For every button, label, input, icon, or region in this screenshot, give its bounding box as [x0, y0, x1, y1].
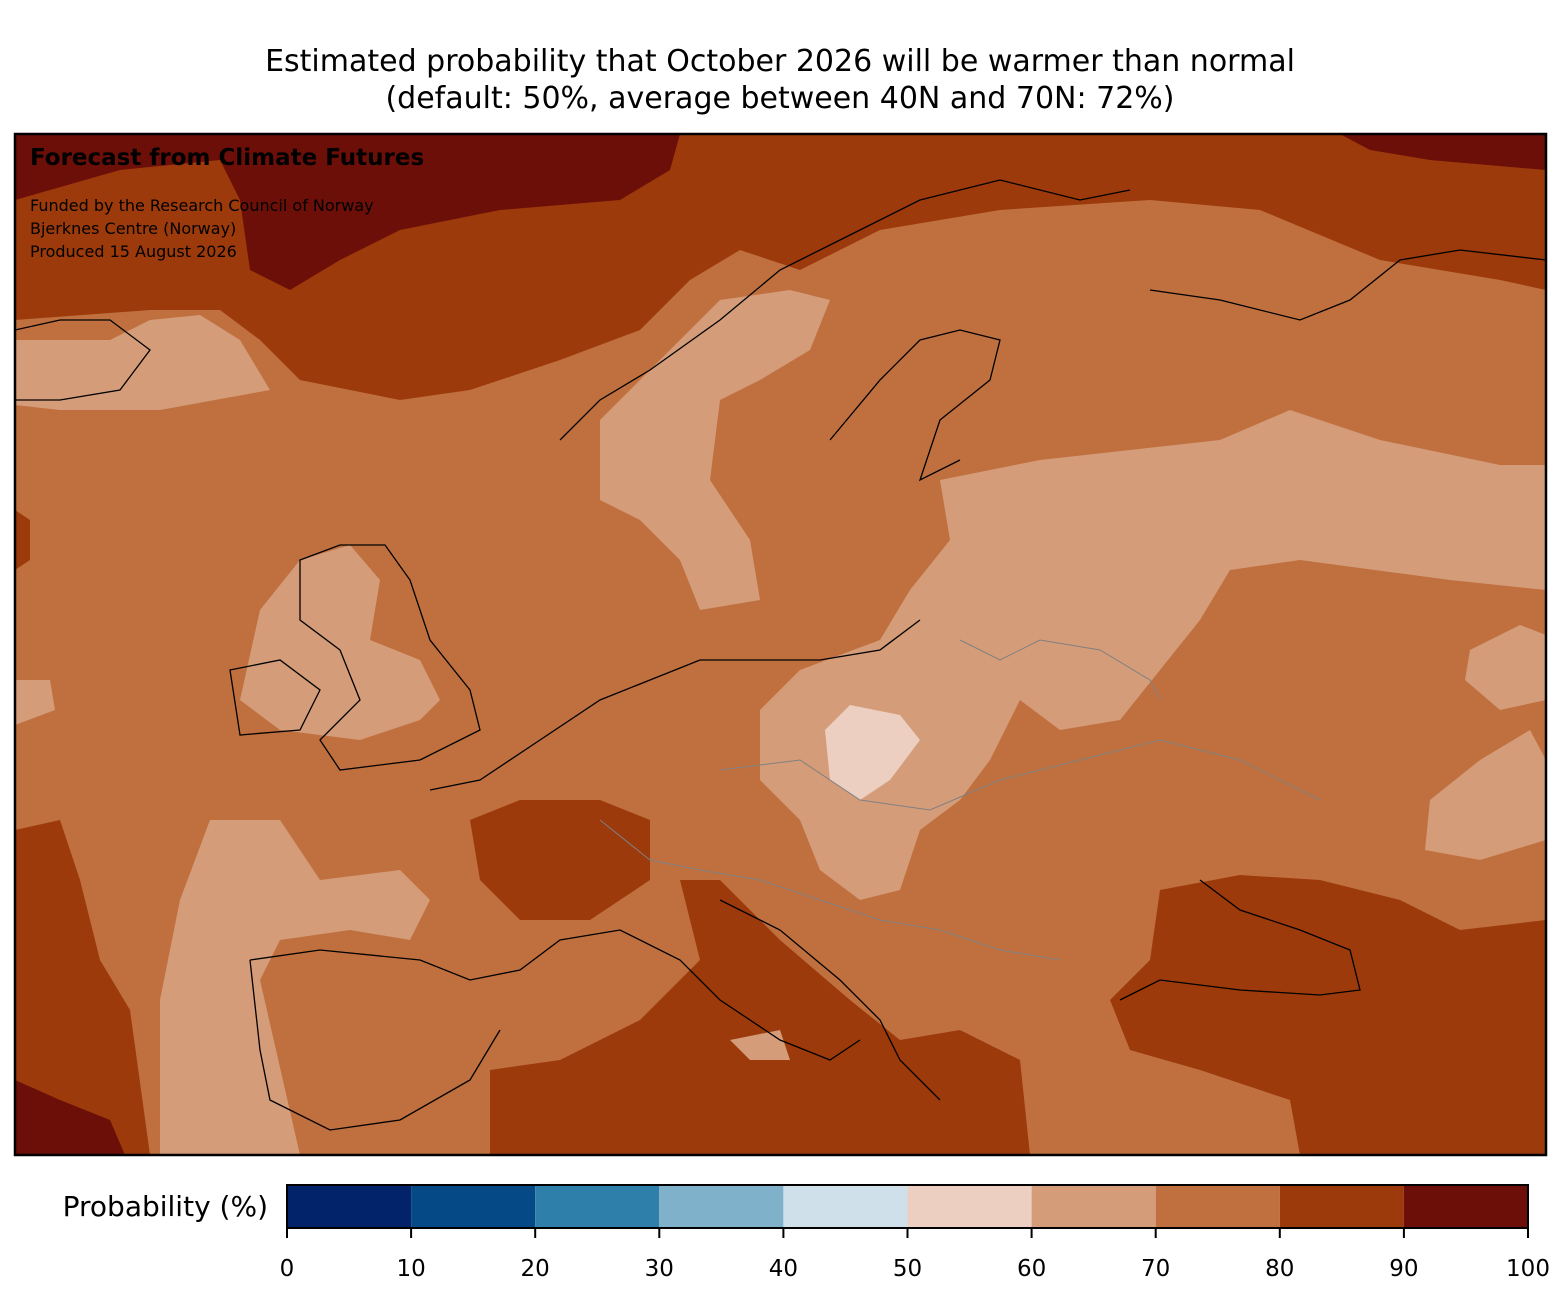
map-zone — [15, 315, 270, 410]
colorbar-tick-label: 100 — [1506, 1256, 1550, 1282]
colorbar-tick-label: 60 — [1017, 1256, 1046, 1282]
map-zone — [15, 1080, 125, 1155]
map-zone — [160, 820, 430, 1155]
map-zone — [1425, 730, 1546, 860]
map-zone — [240, 545, 440, 740]
map-zone — [1340, 134, 1546, 170]
map-zone — [730, 1030, 790, 1060]
coastline — [249, 959, 501, 1131]
map-zone — [1465, 625, 1546, 710]
colorbar-segment — [659, 1185, 784, 1228]
border — [959, 639, 1161, 701]
map-zone — [470, 800, 650, 920]
colorbar-tick-label: 80 — [1265, 1256, 1294, 1282]
colorbar-segment — [1279, 1185, 1404, 1228]
coastline — [719, 899, 941, 1101]
coastline — [429, 619, 921, 791]
colorbar-label: Probability (%) — [63, 1190, 268, 1223]
map-zone — [15, 680, 55, 725]
colorbar-tick-label: 0 — [280, 1256, 295, 1282]
map: Forecast from Climate Futures Funded by … — [13, 132, 1548, 1157]
colorbar-tick-label: 20 — [521, 1256, 550, 1282]
coastline — [1149, 249, 1546, 321]
colorbar-segment — [535, 1185, 660, 1228]
map-zone — [15, 134, 680, 290]
colorbar: Probability (%) 0 10 20 30 40 50 60 70 80 90 100 — [63, 1184, 1550, 1282]
map-zone — [825, 705, 920, 800]
colorbar-segment — [1155, 1185, 1280, 1228]
map-zone — [760, 410, 1546, 900]
annotation-line: Produced 15 August 2026 — [30, 242, 237, 261]
map-zone — [490, 880, 1030, 1155]
annotation-heading: Forecast from Climate Futures — [30, 145, 424, 171]
colorbar-tick-label: 10 — [396, 1256, 425, 1282]
colorbar-segment — [287, 1185, 412, 1228]
colorbar-segment — [783, 1185, 908, 1228]
border — [719, 739, 1321, 811]
annotation-line: Bjerknes Centre (Norway) — [30, 219, 236, 238]
colorbar-tick-label: 30 — [645, 1256, 674, 1282]
colorbar-tick-label: 50 — [893, 1256, 922, 1282]
coastline — [229, 659, 321, 736]
coastline — [1119, 879, 1361, 1001]
coastline — [829, 329, 1001, 482]
subtitle: (default: 50%, average between 40N and 7… — [385, 81, 1174, 116]
border — [599, 819, 1061, 961]
coastline — [299, 544, 481, 771]
colorbar-segment — [907, 1185, 1032, 1228]
coastline — [15, 319, 151, 401]
map-frame — [13, 132, 1548, 1157]
annotation-line: Funded by the Research Council of Norway — [30, 196, 374, 215]
colorbar-tick-label: 70 — [1141, 1256, 1170, 1282]
coastline — [249, 929, 861, 1061]
colorbar-tick-label: 90 — [1389, 1256, 1418, 1282]
colorbar-segment — [1403, 1185, 1528, 1228]
map-zone — [15, 820, 150, 1155]
colorbar-segment — [1031, 1185, 1156, 1228]
map-zone — [600, 290, 830, 610]
colorbar-tick-label: 40 — [769, 1256, 798, 1282]
title: Estimated probability that October 2026 … — [265, 44, 1295, 79]
colorbar-segment — [411, 1185, 536, 1228]
map-zone — [1110, 875, 1546, 1155]
coastline — [559, 179, 1131, 441]
map-zone — [15, 510, 30, 570]
